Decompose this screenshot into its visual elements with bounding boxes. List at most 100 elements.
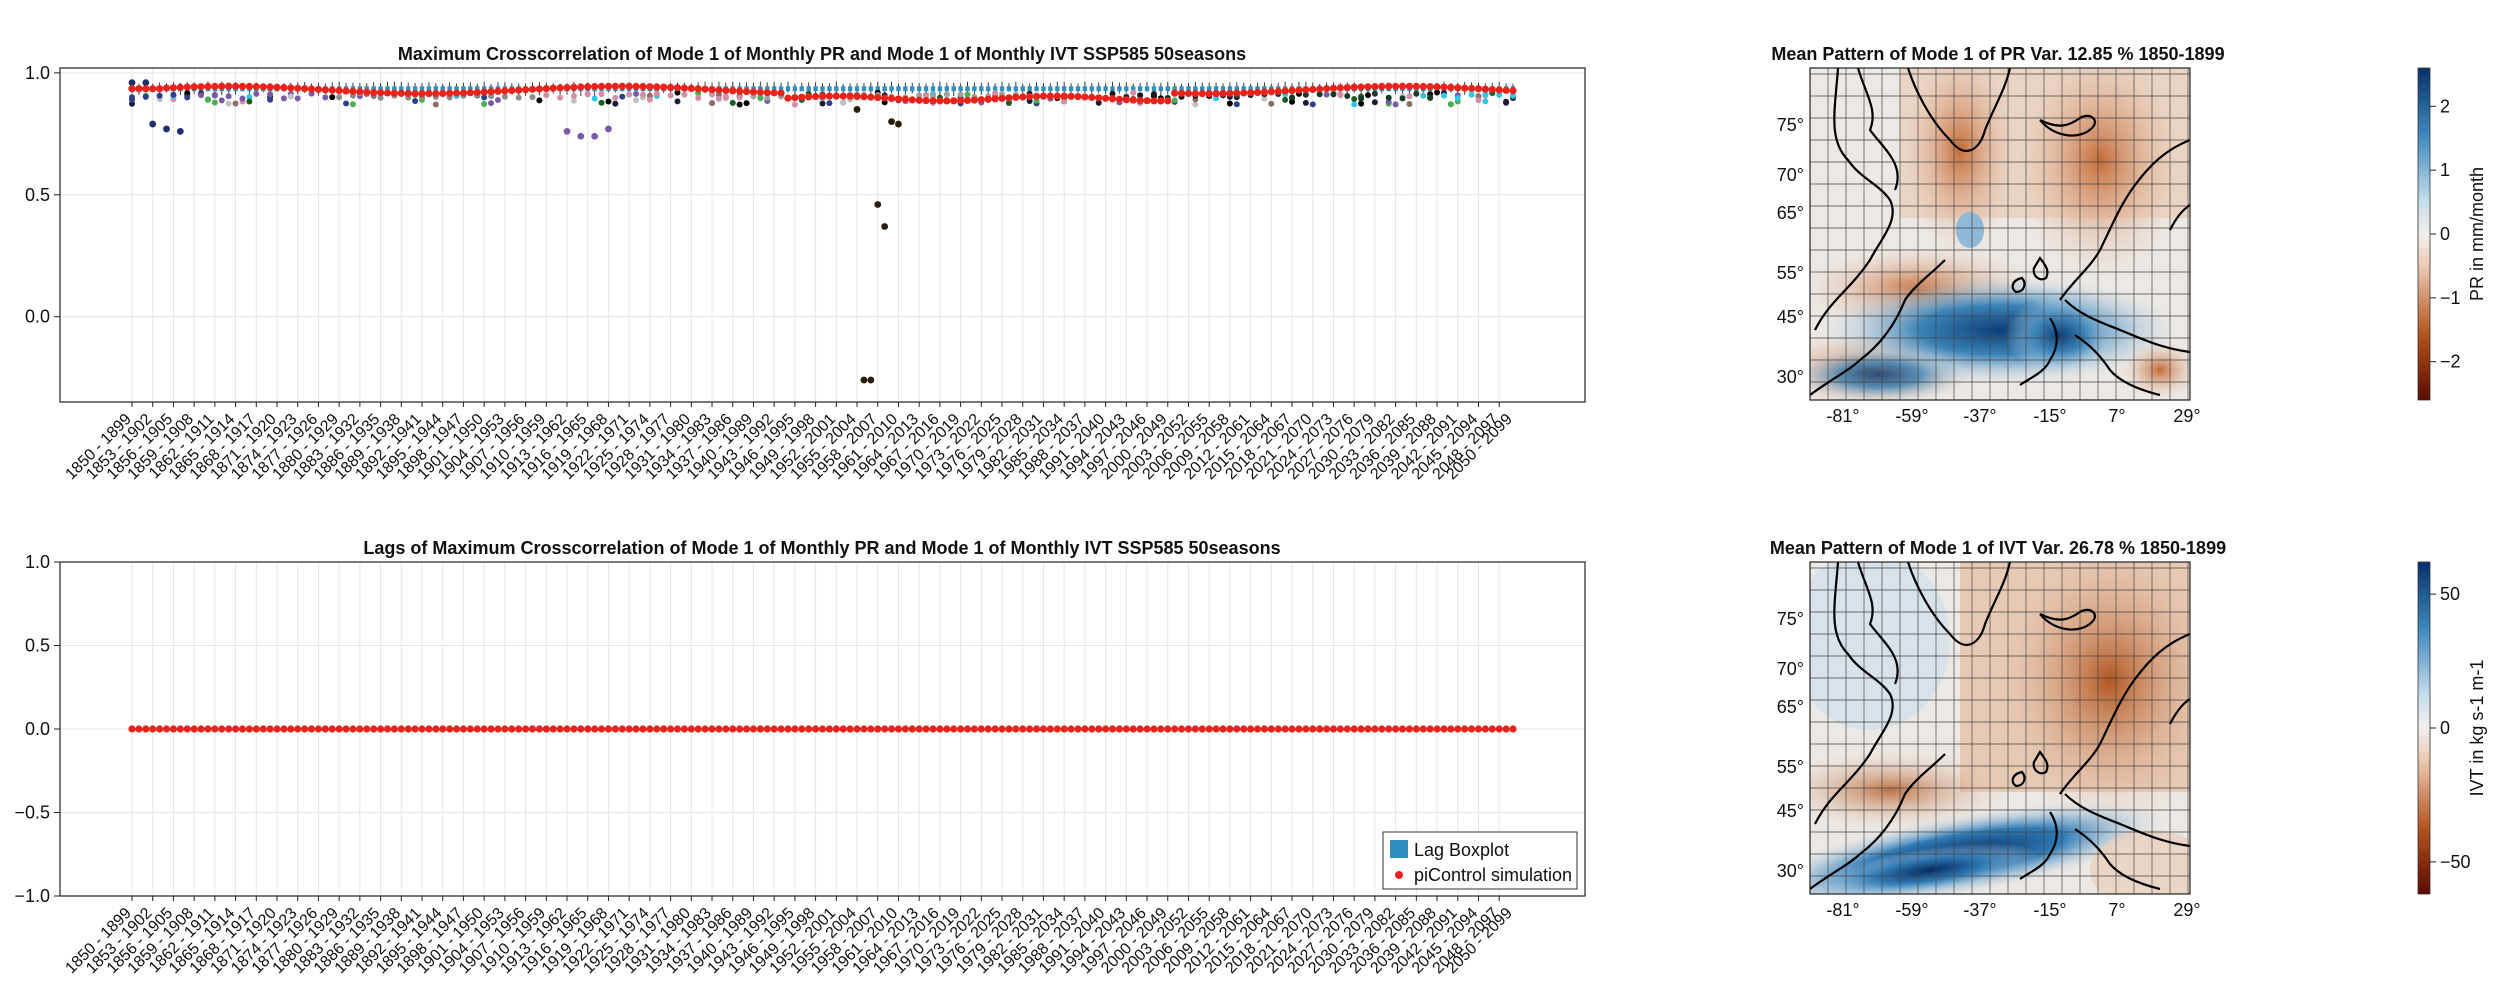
outlier-point (1316, 91, 1323, 98)
lag-picontrol-point (356, 725, 364, 733)
lag-picontrol-point (563, 725, 571, 733)
legend-swatch-lag-boxplot (1390, 840, 1408, 858)
picontrol-point (473, 88, 481, 96)
picontrol-point (1122, 96, 1130, 104)
lag-picontrol-point (266, 725, 274, 733)
picontrol-point (404, 89, 412, 98)
boxplot-box (1206, 86, 1212, 92)
lat-tick-label: 75° (1777, 115, 1804, 135)
lag-picontrol-point (376, 725, 385, 733)
lag-picontrol-point (169, 725, 178, 733)
outlier-point (253, 90, 260, 97)
picontrol-point (970, 96, 979, 104)
lon-tick-label: 29° (2173, 900, 2200, 920)
lag-picontrol-point (1088, 725, 1096, 733)
lon-tick-label: -37° (1963, 406, 1996, 426)
outlier-point (184, 90, 191, 97)
outlier-point (964, 91, 971, 98)
picontrol-point (777, 89, 785, 97)
picontrol-point (1102, 94, 1110, 102)
lag-picontrol-point (1419, 725, 1427, 733)
picontrol-point (660, 83, 668, 91)
outlier-point (923, 92, 930, 99)
boxplot-box (834, 86, 839, 92)
picontrol-point (1191, 89, 1199, 98)
outlier-point (577, 132, 585, 140)
picontrol-point (984, 95, 992, 103)
lag-picontrol-point (128, 725, 136, 733)
picontrol-point (680, 84, 689, 92)
outlier-point (584, 90, 591, 97)
boxplot-box (951, 86, 956, 92)
lag-picontrol-point (149, 725, 157, 733)
boxplot-box (937, 86, 943, 92)
boxplot-box (944, 86, 949, 92)
picontrol-point (998, 94, 1006, 102)
picontrol-point (950, 97, 958, 105)
outlier-point (1302, 91, 1309, 98)
colorbar-tick-label: 0 (2440, 718, 2450, 738)
outlier-point (1095, 99, 1102, 106)
picontrol-point (273, 83, 281, 91)
boxplot-box (820, 86, 825, 92)
outlier-point (1475, 97, 1482, 104)
outlier-point (1289, 94, 1296, 101)
boxplot-box (1006, 86, 1012, 92)
lag-picontrol-point (349, 725, 357, 733)
picontrol-point (1364, 83, 1372, 91)
picontrol-point (901, 95, 909, 104)
outlier-point (612, 94, 619, 101)
boxplot-box (1137, 86, 1143, 92)
lag-picontrol-point (894, 725, 903, 733)
legend-lag-boxplot: Lag Boxplot (1414, 840, 1509, 860)
picontrol-point (1398, 82, 1407, 90)
boxplot-box (1193, 86, 1198, 92)
lag-picontrol-point (328, 725, 336, 733)
picontrol-point (376, 89, 385, 97)
boxplot-box (392, 86, 397, 92)
lag-picontrol-point (1502, 725, 1510, 733)
lon-tick-label: 7° (2108, 900, 2125, 920)
lag-picontrol-point (321, 725, 329, 733)
picontrol-point (411, 89, 419, 98)
picontrol-point (314, 85, 323, 94)
picontrol-point (604, 82, 613, 90)
lag-picontrol-point (742, 725, 751, 733)
lag-picontrol-point (701, 725, 709, 733)
outlier-point (1420, 92, 1427, 99)
colorbar-tick-label: 1 (2440, 160, 2450, 180)
outlier-point (639, 91, 646, 98)
outlier-point (1413, 90, 1420, 97)
picontrol-point (1267, 88, 1275, 96)
lag-picontrol-point (301, 725, 309, 733)
picontrol-point (1474, 85, 1483, 93)
picontrol-point (749, 88, 758, 96)
boxplot-box (979, 86, 984, 92)
picontrol-point (149, 85, 157, 93)
lag-picontrol-point (411, 725, 419, 733)
outlier-point (605, 125, 612, 133)
outlier-point (211, 99, 218, 106)
picontrol-point (646, 83, 654, 91)
lag-picontrol-point (508, 725, 516, 733)
picontrol-point (466, 89, 474, 97)
lon-tick-label: -15° (2033, 900, 2066, 920)
picontrol-point (487, 88, 495, 96)
lag-picontrol-point (142, 725, 150, 733)
lag-picontrol-point (936, 725, 944, 733)
lag-picontrol-point (867, 725, 875, 733)
lag-picontrol-point (584, 725, 592, 733)
picontrol-point (1309, 85, 1317, 93)
picontrol-point (832, 92, 840, 100)
picontrol-point (860, 93, 868, 101)
boxplot-box (1186, 86, 1191, 92)
picontrol-point (701, 85, 709, 93)
picontrol-point (156, 85, 164, 93)
outlier-point (142, 79, 150, 87)
picontrol-point (1467, 84, 1476, 92)
lag-picontrol-point (1122, 725, 1130, 733)
picontrol-point (294, 84, 302, 92)
lag-picontrol-point (1053, 725, 1061, 733)
outlier-point (128, 79, 136, 87)
outlier-point (1137, 92, 1144, 99)
